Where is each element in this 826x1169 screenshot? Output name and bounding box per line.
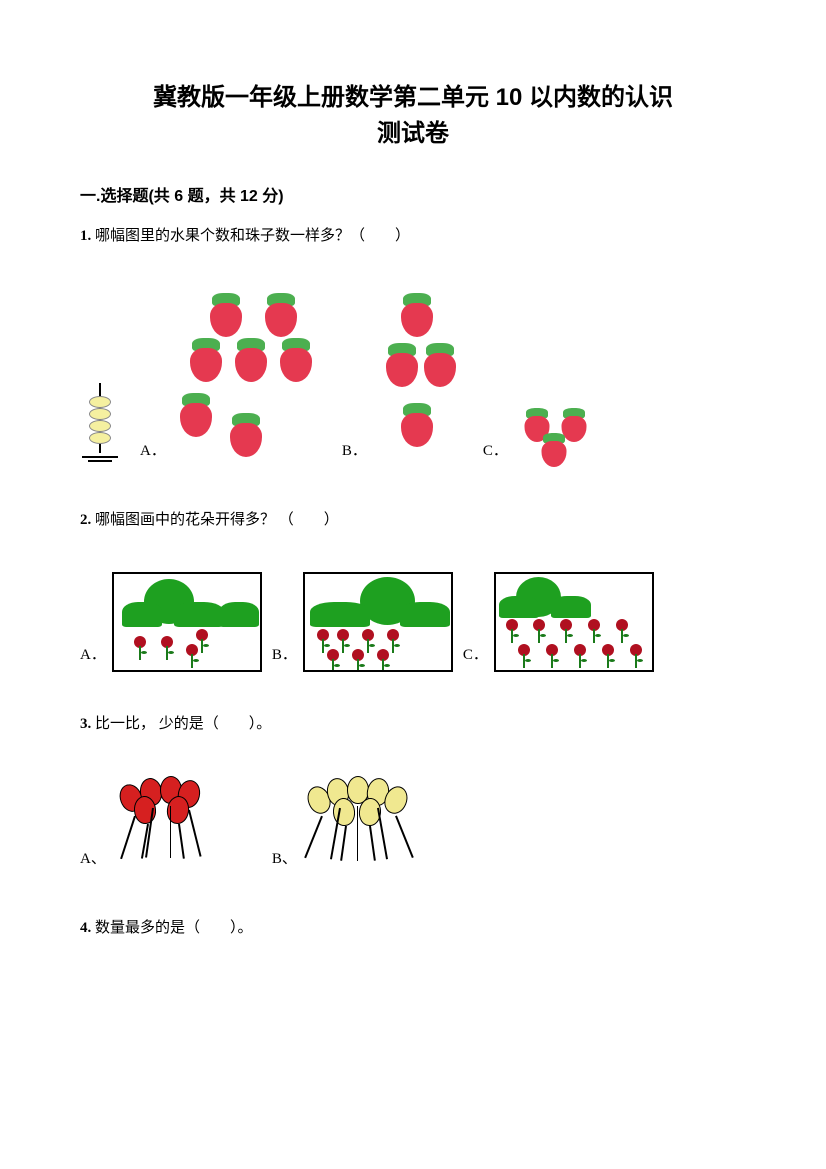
- q2-label-a: A．: [80, 643, 106, 664]
- q3-label-a: A、: [80, 847, 106, 868]
- scene-a: [112, 572, 262, 672]
- q4-text: 数量最多的是（ ）。: [95, 920, 253, 936]
- title-line1: 冀教版一年级上册数学第二单元 10 以内数的认识: [80, 80, 746, 116]
- balloons-yellow: [303, 776, 413, 876]
- q3-options: A、 B、: [80, 776, 746, 876]
- q4-number: 4.: [80, 920, 91, 936]
- q3-number: 3.: [80, 716, 91, 732]
- q2-text: 哪幅图画中的花朵开得多？ （ ）: [95, 512, 339, 528]
- q1-option-b[interactable]: B．: [342, 288, 463, 468]
- q2-label-b: B．: [272, 643, 297, 664]
- q1-label-a: A．: [140, 439, 166, 460]
- q1-text: 哪幅图里的水果个数和珠子数一样多？（ ）: [95, 228, 410, 244]
- q1-label-b: B．: [342, 439, 367, 460]
- scene-c: [494, 572, 654, 672]
- title-line2: 测试卷: [80, 116, 746, 152]
- question-3: 3. 比一比， 少的是（ ）。: [80, 712, 746, 736]
- question-4: 4. 数量最多的是（ ）。: [80, 916, 746, 940]
- question-1: 1. 哪幅图里的水果个数和珠子数一样多？（ ）: [80, 224, 746, 248]
- section-1-header: 一.选择题(共 6 题，共 12 分): [80, 182, 746, 206]
- scene-b: [303, 572, 453, 672]
- page-title: 冀教版一年级上册数学第二单元 10 以内数的认识 测试卷: [80, 80, 746, 152]
- q2-options: A． B． C．: [80, 572, 746, 672]
- strawberries-b: [373, 288, 463, 468]
- q3-text: 比一比， 少的是（ ）。: [95, 716, 271, 732]
- question-2: 2. 哪幅图画中的花朵开得多？ （ ）: [80, 508, 746, 532]
- q3-label-b: B、: [272, 847, 297, 868]
- strawberries-a: [172, 288, 322, 468]
- q3-option-a[interactable]: A、: [80, 776, 212, 876]
- abacus-icon: [80, 378, 120, 468]
- q2-number: 2.: [80, 512, 91, 528]
- q2-label-c: C．: [463, 643, 488, 664]
- strawberries-c: [514, 408, 594, 468]
- q1-options: A． B． C．: [80, 288, 746, 468]
- q2-option-c[interactable]: C．: [463, 572, 654, 672]
- q1-option-c[interactable]: C．: [483, 408, 594, 468]
- balloons-red: [112, 776, 212, 876]
- q2-option-a[interactable]: A．: [80, 572, 262, 672]
- q1-label-c: C．: [483, 439, 508, 460]
- q1-number: 1.: [80, 228, 91, 244]
- q1-option-a[interactable]: A．: [140, 288, 322, 468]
- q2-option-b[interactable]: B．: [272, 572, 453, 672]
- q3-option-b[interactable]: B、: [272, 776, 413, 876]
